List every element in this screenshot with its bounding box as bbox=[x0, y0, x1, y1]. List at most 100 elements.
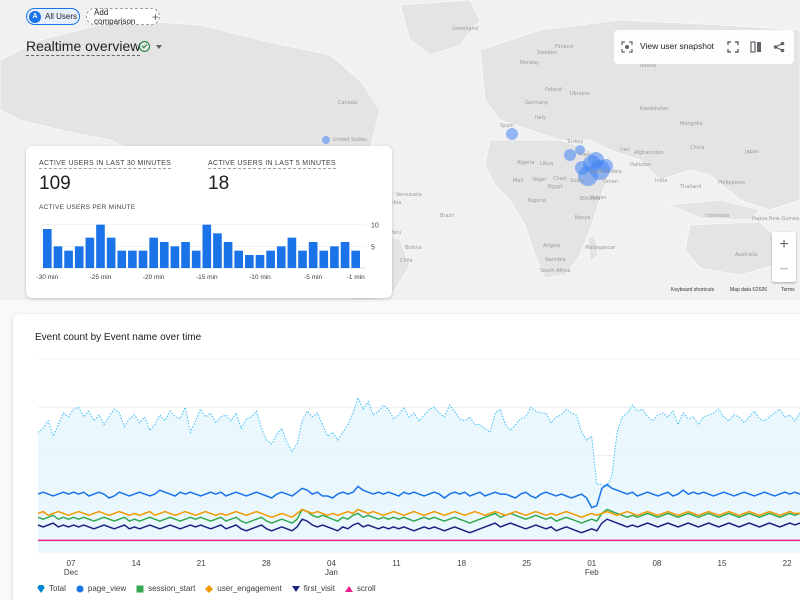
map-country-label: Venezuela bbox=[396, 192, 422, 198]
minute-bar[interactable] bbox=[43, 229, 52, 268]
x-tick-day: 22 bbox=[783, 559, 792, 568]
minute-bar[interactable] bbox=[234, 250, 244, 268]
minute-bar[interactable] bbox=[53, 246, 63, 268]
minute-bar[interactable] bbox=[64, 250, 73, 268]
user-location-dot[interactable] bbox=[564, 149, 576, 161]
zoom-out-button[interactable]: − bbox=[779, 261, 789, 278]
last-30-min-label[interactable]: ACTIVE USERS IN LAST 30 MINUTES bbox=[39, 160, 172, 169]
triangle-up-marker-icon bbox=[344, 585, 353, 592]
series-line-user-engagement[interactable] bbox=[37, 508, 800, 519]
snapshot-icon[interactable] bbox=[621, 41, 633, 53]
legend-label: user_engagement bbox=[217, 584, 282, 593]
page-title[interactable]: Realtime overview bbox=[26, 38, 141, 56]
x-tick-day: 18 bbox=[457, 559, 466, 568]
y-tick-label: 5 bbox=[371, 244, 375, 251]
minute-bar[interactable] bbox=[85, 237, 95, 268]
users-per-minute-chart[interactable]: 10 5 -30 min -25 min -20 min -15 min -10 min -5… bbox=[26, 146, 392, 298]
legend-item-Total[interactable]: Total bbox=[37, 584, 66, 593]
minute-bar[interactable] bbox=[266, 250, 275, 268]
minute-bar[interactable] bbox=[181, 242, 190, 268]
x-tick-day: 08 bbox=[652, 559, 661, 568]
minute-bar[interactable] bbox=[245, 255, 254, 268]
map-country-label: Germany bbox=[525, 100, 548, 106]
all-users-chip[interactable]: A All Users bbox=[26, 8, 80, 25]
fullscreen-icon[interactable] bbox=[727, 41, 739, 53]
compare-icon[interactable] bbox=[750, 41, 762, 53]
user-location-dot[interactable] bbox=[322, 136, 330, 144]
x-tick-day: 15 bbox=[718, 559, 727, 568]
map-country-label: China bbox=[690, 145, 705, 151]
legend-label: session_start bbox=[148, 584, 196, 593]
user-location-dot[interactable] bbox=[575, 161, 589, 175]
minute-bar[interactable] bbox=[159, 242, 169, 268]
map-data-credit: Map data ©2026 bbox=[730, 287, 768, 293]
map-country-label: Russia bbox=[640, 63, 657, 69]
segment-avatar: A bbox=[29, 10, 41, 23]
legend-item-scroll[interactable]: scroll bbox=[344, 584, 376, 593]
add-comparison-label: Add comparison bbox=[94, 7, 136, 26]
legend-item-user-engagement[interactable]: user_engagement bbox=[205, 584, 282, 593]
legend-label: page_view bbox=[87, 584, 127, 593]
minute-bar[interactable] bbox=[117, 250, 127, 268]
minute-bar[interactable] bbox=[191, 250, 201, 268]
share-icon[interactable] bbox=[773, 41, 785, 53]
map-country-label: Philippines bbox=[718, 180, 745, 186]
minute-bar[interactable] bbox=[276, 246, 286, 268]
minute-bar[interactable] bbox=[255, 255, 265, 268]
map-country-label: Indonesia bbox=[705, 213, 730, 219]
map-country-label: Bolivia bbox=[405, 245, 422, 251]
view-user-snapshot-button[interactable]: View user snapshot bbox=[640, 41, 715, 51]
map-country-label: United States bbox=[333, 137, 367, 143]
map-country-label: Greenland bbox=[452, 26, 478, 32]
legend-label: Total bbox=[49, 584, 66, 593]
minute-bar[interactable] bbox=[149, 237, 158, 268]
caret-down-icon[interactable] bbox=[156, 45, 162, 49]
chart-legend: Total page_view session_start user_engageme… bbox=[37, 584, 386, 593]
map-country-label: Sweden bbox=[537, 50, 557, 56]
pin-marker-icon bbox=[37, 584, 45, 593]
series-line-session-start[interactable] bbox=[37, 508, 800, 524]
event-chart-title: Event count by Event name over time bbox=[35, 332, 202, 343]
map-country-label: Oman bbox=[603, 179, 619, 185]
terms-link[interactable]: Terms bbox=[781, 287, 795, 293]
minute-bar[interactable] bbox=[223, 242, 233, 268]
add-comparison-button[interactable]: Add comparison + bbox=[86, 7, 160, 26]
map-country-label: Namibia bbox=[545, 257, 566, 263]
map-country-label: Canada bbox=[338, 100, 358, 106]
minute-bar[interactable] bbox=[308, 242, 318, 268]
minute-bar[interactable] bbox=[287, 237, 297, 268]
minute-bar[interactable] bbox=[340, 242, 350, 268]
map-country-label: Norway bbox=[520, 60, 539, 66]
map-country-label: Japan bbox=[745, 149, 759, 155]
minute-bar[interactable] bbox=[96, 224, 105, 268]
x-tick-label: -5 min bbox=[304, 274, 322, 281]
user-location-dot[interactable] bbox=[575, 145, 585, 155]
user-location-dot[interactable] bbox=[588, 152, 604, 168]
series-line-page-view[interactable] bbox=[37, 483, 800, 509]
map-country-label: Algeria bbox=[517, 160, 535, 166]
minute-bar[interactable] bbox=[202, 224, 212, 268]
minute-bar[interactable] bbox=[106, 237, 116, 268]
minute-bar[interactable] bbox=[138, 250, 148, 268]
x-tick-month: Jan bbox=[325, 568, 338, 577]
zoom-in-button[interactable]: + bbox=[779, 236, 789, 253]
last-5-min-label[interactable]: ACTIVE USERS IN LAST 5 MINUTES bbox=[208, 160, 336, 169]
minute-bar[interactable] bbox=[330, 246, 339, 268]
minute-bar[interactable] bbox=[319, 250, 329, 268]
series-line-Total[interactable] bbox=[37, 396, 800, 488]
legend-item-page-view[interactable]: page_view bbox=[76, 584, 126, 593]
user-location-dot[interactable] bbox=[506, 128, 518, 140]
series-line-first-visit[interactable] bbox=[37, 518, 800, 534]
legend-item-session-start[interactable]: session_start bbox=[136, 584, 195, 593]
minute-bar[interactable] bbox=[298, 250, 307, 268]
minute-bar[interactable] bbox=[128, 250, 137, 268]
keyboard-shortcuts-link[interactable]: Keyboard shortcuts bbox=[671, 287, 715, 293]
map-country-label: Yemen bbox=[590, 195, 607, 201]
minute-bar[interactable] bbox=[213, 233, 222, 268]
minute-bar[interactable] bbox=[170, 246, 180, 268]
legend-item-first-visit[interactable]: first_visit bbox=[291, 584, 335, 593]
diamond-marker-icon bbox=[205, 584, 214, 593]
minute-bar[interactable] bbox=[351, 250, 360, 268]
minute-bar[interactable] bbox=[74, 246, 84, 268]
